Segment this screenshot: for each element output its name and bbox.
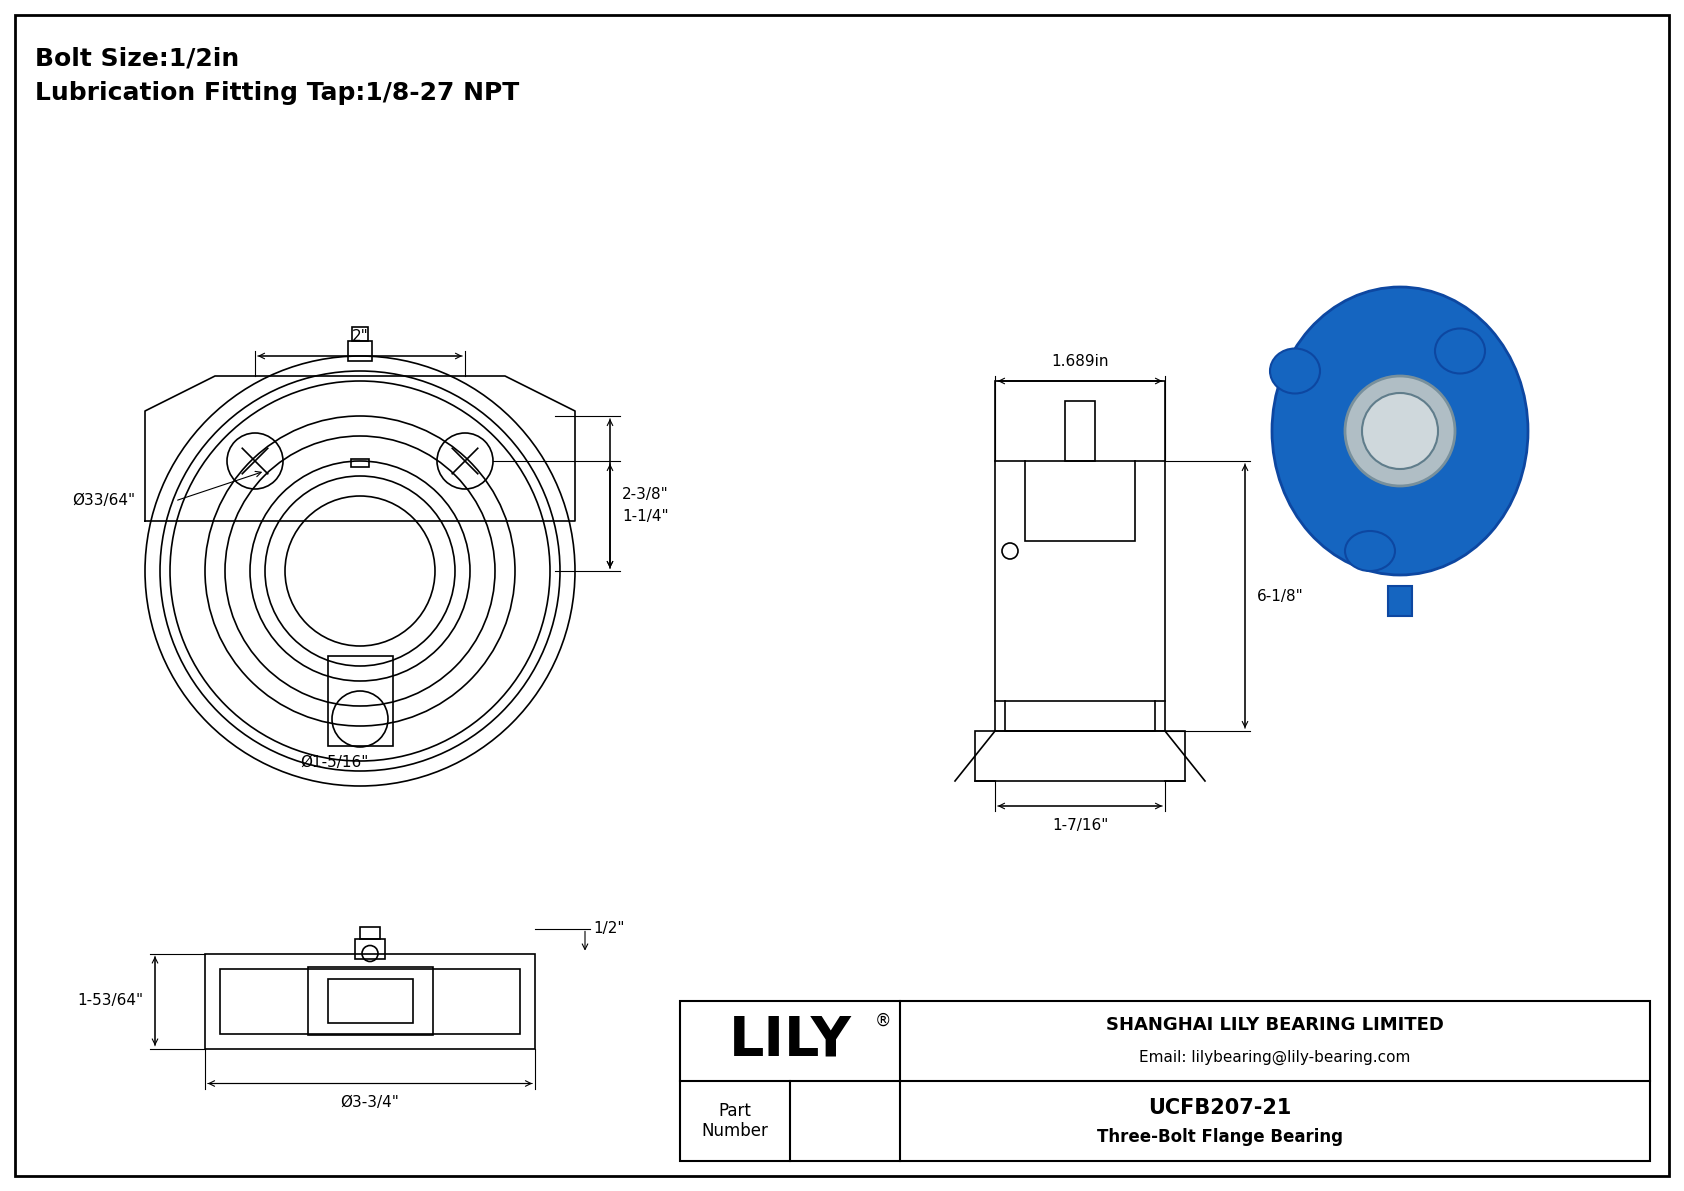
Bar xyxy=(360,927,381,939)
Ellipse shape xyxy=(1271,287,1527,575)
Bar xyxy=(1388,586,1411,616)
Text: Three-Bolt Flange Bearing: Three-Bolt Flange Bearing xyxy=(1096,1128,1344,1146)
Bar xyxy=(995,381,1165,731)
Bar xyxy=(1064,401,1095,461)
Bar xyxy=(327,979,413,1023)
Text: LILY: LILY xyxy=(729,1014,852,1068)
Text: ®: ® xyxy=(876,1012,891,1030)
Bar xyxy=(352,328,369,341)
Text: 1/2": 1/2" xyxy=(593,921,625,936)
Text: 1.689in: 1.689in xyxy=(1051,354,1108,369)
Bar xyxy=(1005,701,1155,731)
Bar xyxy=(205,954,536,1048)
Text: 1-53/64": 1-53/64" xyxy=(77,993,143,1009)
Bar xyxy=(349,341,372,361)
Text: 2": 2" xyxy=(352,329,369,344)
Text: Ø1-5/16": Ø1-5/16" xyxy=(300,755,369,771)
Text: 6-1/8": 6-1/8" xyxy=(1256,588,1303,604)
Ellipse shape xyxy=(1346,531,1394,570)
Text: Lubrication Fitting Tap:1/8-27 NPT: Lubrication Fitting Tap:1/8-27 NPT xyxy=(35,81,519,105)
Bar xyxy=(975,731,1186,781)
Text: Ø33/64": Ø33/64" xyxy=(72,493,135,509)
Bar xyxy=(1026,461,1135,541)
Text: SHANGHAI LILY BEARING LIMITED: SHANGHAI LILY BEARING LIMITED xyxy=(1106,1016,1443,1034)
Ellipse shape xyxy=(1435,329,1485,374)
Bar xyxy=(355,939,386,959)
Ellipse shape xyxy=(1270,349,1320,393)
Bar xyxy=(350,459,369,467)
Text: 1-7/16": 1-7/16" xyxy=(1052,818,1108,833)
Bar xyxy=(327,656,392,746)
Text: 2-3/8": 2-3/8" xyxy=(621,486,669,501)
Circle shape xyxy=(1346,376,1455,486)
Text: UCFB207-21: UCFB207-21 xyxy=(1148,1098,1292,1118)
Bar xyxy=(221,968,520,1034)
Text: Part
Number: Part Number xyxy=(702,1102,768,1141)
Text: Bolt Size:1/2in: Bolt Size:1/2in xyxy=(35,46,239,70)
Bar xyxy=(680,1000,1650,1161)
Text: Email: lilybearing@lily-bearing.com: Email: lilybearing@lily-bearing.com xyxy=(1140,1049,1411,1065)
Circle shape xyxy=(1362,393,1438,469)
Bar xyxy=(308,967,433,1035)
Text: 1-1/4": 1-1/4" xyxy=(621,509,669,524)
Text: Ø3-3/4": Ø3-3/4" xyxy=(340,1096,399,1110)
